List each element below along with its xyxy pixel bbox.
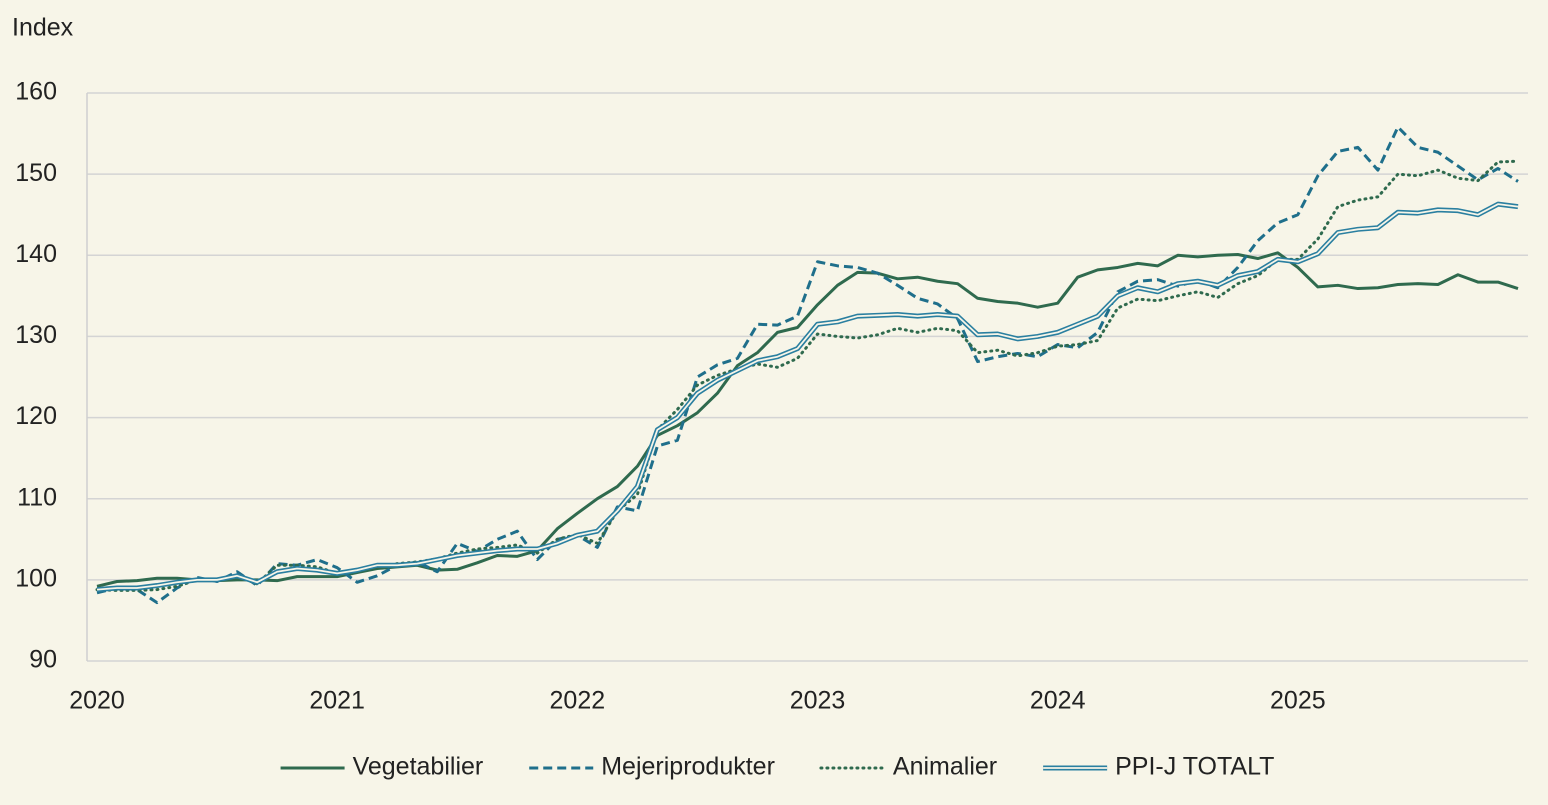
line-series <box>96 125 1519 605</box>
line-series <box>96 251 1519 588</box>
y-axis-title: Index <box>12 14 74 42</box>
y-tick-label: 130 <box>15 321 57 349</box>
legend-label: Animalier <box>893 753 997 781</box>
y-tick-label: 140 <box>15 240 57 268</box>
y-tick-label: 90 <box>29 646 57 674</box>
line-series-inner <box>96 203 1519 591</box>
x-tick-label: 2020 <box>69 687 125 715</box>
x-tick-label: 2023 <box>790 687 846 715</box>
legend: Vegetabilier Mejeriprodukter Animalier PPI-… <box>280 753 1274 781</box>
y-tick-label: 120 <box>15 402 57 430</box>
legend-label: Vegetabilier <box>353 753 484 781</box>
y-tick-label: 110 <box>17 483 57 511</box>
x-tick-label: 2021 <box>309 687 365 715</box>
x-tick-label: 2024 <box>1030 687 1086 715</box>
y-tick-label: 150 <box>15 159 57 187</box>
y-tick-label: 160 <box>15 78 57 106</box>
x-tick-label: 2022 <box>550 687 606 715</box>
x-tick-label: 2025 <box>1270 687 1326 715</box>
legend-label: Mejeriprodukter <box>601 753 775 781</box>
y-tick-label: 100 <box>15 564 57 592</box>
legend-label: PPI-J TOTALT <box>1115 753 1274 781</box>
